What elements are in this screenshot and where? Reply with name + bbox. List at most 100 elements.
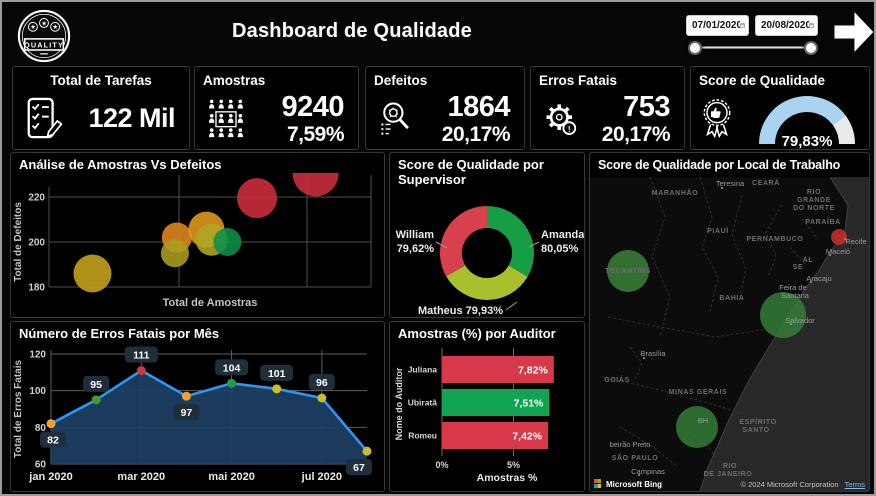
svg-text:Juliana: Juliana [408,364,438,374]
date-to-input[interactable] [761,20,809,31]
svg-text:Salvador: Salvador [785,316,815,325]
next-page-arrow-button[interactable] [832,9,874,60]
kpi-title: Total de Tarefas [50,73,152,88]
kpi-card-score-qualidade[interactable]: Score de Qualidade 79,83% [690,66,870,150]
svg-text:TOCANTINS: TOCANTINS [605,268,651,275]
line-dot[interactable] [317,393,327,403]
kpi-title: Defeitos [374,73,428,88]
date-to-field[interactable] [755,15,818,36]
auditor-bar-juliana[interactable] [442,355,554,383]
donut-chart[interactable]: William 79,62% Amanda 80,05% Matheus 79,93% [390,188,584,317]
svg-text:96: 96 [316,377,328,389]
quality-score-gauge[interactable]: 79,83% [751,88,863,150]
svg-text:SÃO PAULO: SÃO PAULO [612,453,659,462]
svg-text:★: ★ [41,20,47,27]
kpi-card-total-tarefas[interactable]: Total de Tarefas 122 Mil [12,66,190,150]
chart-title: Número de Erros Fatais por Mês [19,326,220,341]
svg-text:mai 2020: mai 2020 [208,471,254,483]
quality-logo-icon: ★ ★ ★ QUALITY [17,9,71,63]
map-bubble-tocantins[interactable] [607,250,649,292]
scatter-chart[interactable]: 180 200 220 Total de Defeitos Total de Amost… [11,153,384,313]
svg-text:MINAS GERAIS: MINAS GERAIS [669,389,728,396]
svg-text:beirão Preto: beirão Preto [610,440,651,449]
line-dot[interactable] [136,365,146,375]
map-copyright: © 2024 Microsoft Corporation [740,479,839,489]
line-chart[interactable]: 60 80 100 120 82 95 111 97 104 101 96 67 jan 2020 mar… [11,342,384,488]
line-dot[interactable] [272,384,282,394]
svg-text:79,62%: 79,62% [397,243,435,255]
map-attribution: Microsoft Bing © 2024 Microsoft Corporat… [594,479,865,489]
chart-card-line[interactable]: Número de Erros Fatais por Mês 60 80 100 12… [10,321,385,492]
chart-card-map[interactable]: Score de Qualidade por Local de Trabalho… [589,152,870,492]
svg-text:ESPÍRITO: ESPÍRITO [739,417,776,426]
scatter-bubble[interactable] [213,227,242,256]
page-title: Dashboard de Qualidade [231,20,472,42]
svg-text:★: ★ [30,24,36,31]
map-bubble-belo-horizonte[interactable] [676,406,718,448]
map-bubble-salvador[interactable] [760,292,806,338]
bar-chart[interactable]: 0% 5% 7,82% Juliana 7,51% Ubiratã 7,42% Romeu Am… [390,342,584,486]
auditor-bar-ubiratã[interactable] [442,388,550,416]
svg-text:Amanda: Amanda [541,229,584,241]
erros-fatais-line[interactable] [50,369,368,452]
auditor-bar-romeu[interactable] [442,421,549,449]
calendar-icon [740,23,745,28]
date-slider-handle-end[interactable] [804,41,818,55]
svg-text:Campinas: Campinas [631,467,665,476]
svg-text:Maceió: Maceió [826,247,850,256]
chart-title: Análise de Amostras Vs Defeitos [19,157,222,172]
date-from-field[interactable] [686,15,749,36]
bing-label: Microsoft Bing [606,480,662,489]
kpi-value: 1864 [447,90,510,123]
svg-text:PARAÍBA: PARAÍBA [805,217,841,226]
kpi-card-defeitos[interactable]: Defeitos 1864 20,17% [365,66,525,150]
svg-text:Total de Defeitos: Total de Defeitos [13,202,24,282]
svg-text:82: 82 [47,435,59,447]
donut-slice-matheus[interactable] [446,265,528,300]
line-dot[interactable] [362,446,372,456]
date-slider-handle-start[interactable] [688,41,702,55]
svg-text:mar 2020: mar 2020 [117,471,165,483]
kpi-title: Amostras [203,73,266,88]
gauge-value: 79,83% [782,133,833,150]
map-canvas[interactable]: MARANHÃO Teresina CEARÁ RIO GRANDE DO NORTE PA… [590,176,869,491]
kpi-card-amostras[interactable]: Amostras 9240 7,59% [194,66,359,150]
map-bubble-recife[interactable] [831,229,847,245]
chart-title: Score de Qualidade por Local de Trabalho [598,158,841,172]
kpi-value: 753 [623,90,670,123]
donut-slice-amanda[interactable] [487,205,534,277]
svg-text:PIAUÍ: PIAUÍ [707,226,729,235]
date-from-input[interactable] [692,20,740,31]
chart-card-bars[interactable]: Amostras (%) por Auditor 0% 5% 7,82% Julian… [389,321,585,492]
kpi-card-erros-fatais[interactable]: Erros Fatais ! 753 [530,66,685,150]
chart-card-scatter[interactable]: Análise de Amostras Vs Defeitos 180 200 22… [10,152,385,318]
people-group-icon [209,99,243,137]
scatter-bubble[interactable] [160,239,189,268]
svg-text:Feira de: Feira de [779,283,807,292]
chart-card-donut[interactable]: Score de Qualidade por Supervisor Willia… [389,152,585,318]
terms-link[interactable]: Terms [844,479,865,489]
svg-text:220: 220 [28,192,45,203]
svg-text:PERNAMBUCO: PERNAMBUCO [747,236,804,243]
donut-slice-william[interactable] [440,205,487,277]
line-dot[interactable] [46,419,56,429]
svg-text:DO NORTE: DO NORTE [793,205,835,212]
svg-text:AL: AL [803,257,814,264]
kpi-percent: 20,17% [441,122,511,146]
date-range-slider[interactable] [688,41,818,55]
scatter-bubble[interactable] [292,153,339,197]
svg-text:Total de Erros Fatais: Total de Erros Fatais [13,359,24,458]
svg-text:jan 2020: jan 2020 [28,471,72,483]
line-dot[interactable] [181,391,191,401]
kpi-value: 9240 [281,90,344,123]
line-dot[interactable] [91,395,101,405]
line-dot[interactable] [227,378,237,388]
scatter-bubble[interactable] [237,178,278,219]
svg-text:SE: SE [793,264,804,271]
svg-text:97: 97 [181,407,193,419]
svg-text:100: 100 [29,386,46,397]
svg-text:MARANHÃO: MARANHÃO [652,188,698,197]
svg-text:101: 101 [268,368,286,380]
scatter-bubble[interactable] [73,254,112,293]
